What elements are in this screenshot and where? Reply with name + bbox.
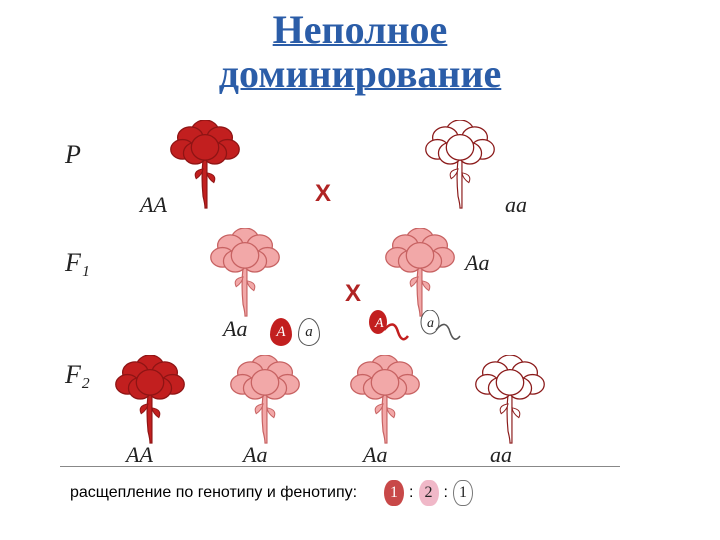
flower-P-AA [170,120,240,210]
sperm-a: a [420,310,462,355]
flower-F1-left [210,228,280,318]
label-F1: F₁ [65,248,90,278]
cross-P: X [315,180,331,208]
genotype-F1-right: Aa [465,250,489,276]
genotype-P-aa: aa [505,192,527,218]
title-line1: Неполное [273,7,448,53]
ratio-2-badge: 2 [419,480,439,506]
label-F2: F₂ [65,360,90,390]
title-line2: доминирование [219,51,502,97]
gamete-a-left: a [298,318,320,346]
ratio-caption: расщепление по генотипу и фенотипу: [70,484,357,502]
flower-P-aa [425,120,495,210]
genotype-F2-2: Aa [243,442,267,468]
genetics-diagram: P F₁ F₂ AA X aa Aa X Aa A a A a AA Aa Aa… [60,120,660,520]
ratio-1-badge: 1 [384,480,404,506]
genotype-F2-1: AA [126,442,153,468]
flower-F2-2 [230,355,300,445]
flower-F2-4 [475,355,545,445]
genotype-F2-4: aa [490,442,512,468]
flower-F2-3 [350,355,420,445]
ratio-colon2: : [444,484,448,502]
svg-text:A: A [374,316,384,331]
gamete-A-left: A [270,318,292,346]
ratio-colon1: : [409,484,413,502]
svg-text:a: a [427,316,434,331]
genotype-F1-left: Aa [223,316,247,342]
genotype-F2-3: Aa [363,442,387,468]
flower-F1-right [385,228,455,318]
diagram-title: Неполное доминирование [0,0,720,96]
cross-F1: X [345,280,361,308]
genotype-P-AA: AA [140,192,167,218]
flower-F2-1 [115,355,185,445]
label-P: P [65,140,81,170]
ratio-row: расщепление по генотипу и фенотипу: 1 : … [60,480,660,506]
ratio-3-badge: 1 [453,480,473,506]
sperm-A: A [368,310,410,355]
